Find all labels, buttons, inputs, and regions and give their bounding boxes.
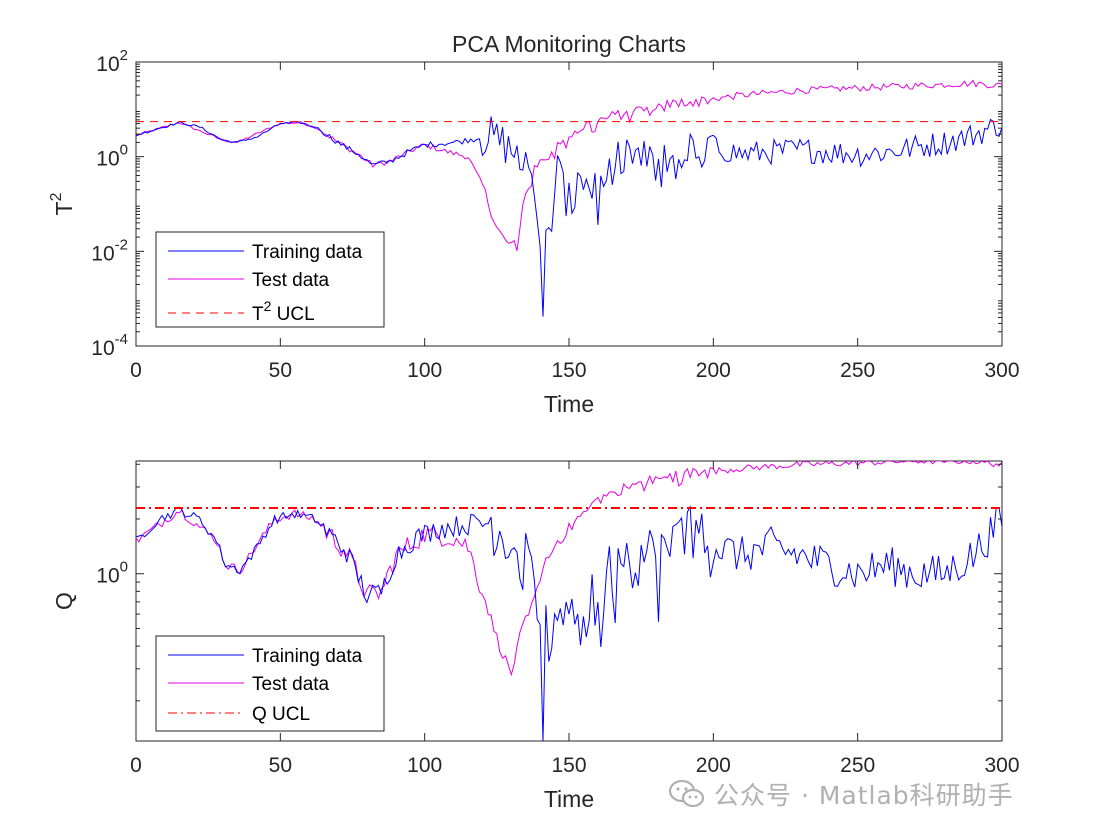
training-data-line [136, 505, 1002, 741]
y-axis-label: Q [51, 592, 77, 610]
y-tick-base: 10 [96, 148, 119, 171]
y-tick-exponent: -4 [115, 331, 128, 348]
x-axis-label: Time [544, 391, 594, 417]
x-tick-label: 100 [407, 359, 442, 382]
y-tick-label: 10-2 [91, 236, 128, 265]
y-tick-label: 10-4 [91, 331, 128, 360]
y-tick-exponent: 0 [120, 142, 128, 159]
plot-series-group [136, 79, 1002, 317]
legend-label: Training data [252, 242, 363, 263]
y-tick-base: 10 [96, 53, 119, 76]
y-tick-base: 10 [91, 337, 114, 360]
x-tick-label: 100 [407, 754, 442, 777]
legend-label-rest: UCL [271, 304, 314, 325]
legend-label-sup: 2 [264, 298, 272, 314]
watermark-text: 公众号 · Matlab科研助手 [714, 781, 1014, 810]
x-tick-label: 200 [696, 754, 731, 777]
x-tick-label: 300 [984, 754, 1019, 777]
x-tick-label: 300 [984, 359, 1019, 382]
y-tick-exponent: 2 [120, 47, 128, 64]
legend-label: Test data [252, 270, 330, 291]
x-tick-label: 150 [551, 754, 586, 777]
y-tick-exponent: -2 [115, 236, 128, 253]
legend-label: Test data [252, 674, 330, 695]
legend-label: T2 UCL [252, 298, 315, 325]
chart-title: PCA Monitoring Charts [452, 31, 686, 57]
y-tick-label: 102 [96, 47, 128, 76]
x-tick-label: 250 [840, 754, 875, 777]
x-tick-label: 0 [130, 754, 142, 777]
y-tick-label: 100 [96, 142, 128, 171]
legend-label: Training data [252, 646, 363, 667]
y-tick-label: 100 [96, 559, 128, 588]
y-axis-label: T2 [48, 192, 77, 215]
x-axis-label: Time [544, 786, 594, 812]
y-axis-label-base: T [51, 201, 77, 215]
y-tick-base: 10 [96, 565, 119, 588]
x-tick-label: 250 [840, 359, 875, 382]
x-tick-label: 200 [696, 359, 731, 382]
watermark: 公众号 · Matlab科研助手 [668, 776, 1014, 812]
legend-label-base: T [252, 304, 264, 325]
x-tick-label: 50 [269, 359, 292, 382]
legend-label: Q UCL [252, 704, 310, 725]
x-tick-label: 0 [130, 359, 142, 382]
x-tick-label: 50 [269, 754, 292, 777]
y-tick-base: 10 [91, 242, 114, 265]
training-data-line [136, 116, 1002, 317]
test-data-line [136, 79, 1002, 251]
wechat-icon [668, 779, 705, 808]
t2-chart: 0 50 100 150 200 250 30010210010-210-4TimeT2Tr… [48, 47, 1020, 417]
y-tick-exponent: 0 [120, 559, 128, 576]
x-tick-label: 150 [551, 359, 586, 382]
y-axis-label-sup: 2 [48, 192, 65, 201]
